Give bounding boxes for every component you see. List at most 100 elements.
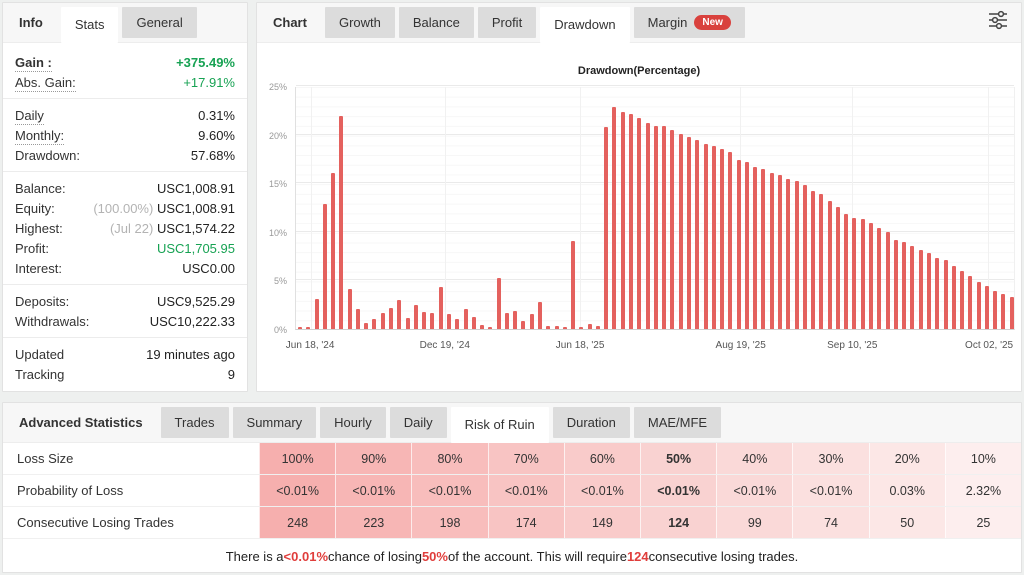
summary-highlight: 124 (626, 548, 649, 564)
summary-text: of the account. This will require (447, 548, 627, 564)
stat-row-interest: Interest: USC0.00 (3, 258, 247, 278)
x-axis-label: Jun 18, '25 (555, 340, 605, 351)
new-badge: New (694, 15, 731, 30)
stat-label-text: Deposits: (15, 293, 70, 309)
chart-tab-chart[interactable]: Chart (259, 7, 321, 38)
y-axis-label: 25% (268, 82, 287, 92)
bottom-tab-duration[interactable]: Duration (552, 407, 630, 438)
drawdown-bar (703, 144, 708, 329)
stat-label-text: Tracking (15, 366, 65, 382)
stat-label: Daily (15, 107, 44, 125)
stat-label-text: Gain : (15, 54, 52, 72)
drawdown-bar (819, 193, 824, 329)
stat-row-abs-gain: Abs. Gain: +17.91% (3, 72, 247, 92)
chart-tab-drawdown[interactable]: Drawdown (540, 7, 630, 42)
stat-row-drawdown: Drawdown: 57.68% (3, 145, 247, 165)
stat-label-text: Daily (15, 107, 44, 125)
stats-list: Gain : +375.49% Abs. Gain: +17.91% Daily 0.31… (3, 43, 247, 393)
drawdown-bar (455, 319, 460, 329)
summary-highlight: 50% (421, 548, 448, 564)
table-cell: 50 (868, 507, 945, 538)
stats-tab-label: General (136, 15, 183, 30)
drawdown-bar (389, 307, 394, 329)
drawdown-bar (347, 289, 352, 329)
drawdown-bar (885, 231, 890, 329)
bottom-tab-trades[interactable]: Trades (160, 407, 229, 438)
drawdown-bar (562, 327, 567, 329)
drawdown-bar (504, 313, 509, 329)
advanced-statistics-title: Advanced Statistics (19, 415, 143, 430)
table-cell: 30% (792, 443, 869, 474)
drawdown-bar (355, 308, 360, 329)
chart-tab-profit[interactable]: Profit (477, 7, 537, 38)
drawdown-bar (446, 314, 451, 329)
chart-tab-growth[interactable]: Growth (324, 7, 395, 38)
chart-panel: Chart Growth Balance Profit Drawdown Margin Ne… (256, 2, 1022, 392)
stat-group: Gain : +375.49% Abs. Gain: +17.91% (3, 46, 247, 98)
bottom-tab-label: Risk of Ruin (464, 417, 535, 432)
drawdown-bar (322, 203, 327, 329)
chart-tab-balance[interactable]: Balance (398, 7, 474, 38)
chart-tab-margin[interactable]: Margin New (633, 7, 745, 38)
stat-label: Interest: (15, 261, 62, 276)
stat-label: Abs. Gain: (15, 74, 76, 92)
bottom-tab-summary[interactable]: Summary (232, 407, 317, 438)
bottom-tab-daily[interactable]: Daily (389, 407, 447, 438)
table-cell: 100% (259, 443, 336, 474)
stats-tab-info[interactable]: Info (5, 7, 57, 38)
stat-label: Drawdown: (15, 148, 80, 163)
stat-value-text: USC1,705.95 (156, 240, 235, 256)
chart-tab-label: Profit (491, 15, 523, 30)
stat-label-text: Profit: (15, 240, 49, 256)
drawdown-bar (331, 172, 336, 329)
drawdown-bar (744, 161, 749, 329)
summary-highlight: <0.01% (283, 548, 328, 564)
drawdown-bar (960, 270, 965, 329)
table-cell: 80% (411, 443, 488, 474)
table-cell: 70% (487, 443, 564, 474)
y-axis-label: 5% (273, 276, 287, 287)
stat-value-text: 9.60% (198, 127, 235, 143)
bottom-tab-hourly[interactable]: Hourly (320, 407, 386, 438)
drawdown-bar (397, 299, 402, 329)
drawdown-bar (835, 206, 840, 329)
table-cell: 124 (640, 507, 717, 538)
drawdown-bar (413, 304, 418, 329)
stat-label-text: Equity: (15, 200, 55, 216)
chart-title: Drawdown(Percentage) (577, 65, 701, 77)
stat-row-balance: Balance: USC1,008.91 (3, 178, 247, 198)
bottom-tab-mae-mfe[interactable]: MAE/MFE (633, 407, 722, 438)
summary-text: consecutive losing trades. (648, 548, 799, 564)
table-cell: <0.01% (792, 475, 869, 506)
bottom-tab-label: Duration (566, 415, 616, 430)
bottom-tab-risk-of-ruin[interactable]: Risk of Ruin (450, 407, 549, 442)
table-row-consecutive-losing-trades: Consecutive Losing Trades 248 223 198 174 149… (3, 507, 1022, 539)
stats-tab-stats[interactable]: Stats (60, 7, 119, 42)
stat-value-text: USC9,525.29 (156, 293, 235, 309)
stat-value-text: USC1,008.91 (156, 180, 235, 196)
drawdown-bar (662, 125, 667, 329)
drawdown-bar (720, 149, 725, 329)
drawdown-bar (728, 152, 733, 329)
table-cell: <0.01% (259, 475, 336, 506)
row-label: Probability of Loss (17, 483, 124, 498)
chart-settings-button[interactable] (987, 10, 1009, 35)
stats-tab-general[interactable]: General (122, 7, 197, 38)
table-cell: <0.01% (411, 475, 488, 506)
table-cell: 174 (487, 507, 564, 538)
stat-label: Updated (15, 347, 64, 362)
drawdown-bar (513, 310, 518, 329)
advanced-statistics-tabbar: Advanced Statistics Trades Summary Hourly Da… (3, 403, 1021, 443)
table-cell: 248 (259, 507, 336, 538)
stat-value-text: USC0.00 (182, 260, 235, 276)
table-cell: 40% (716, 443, 793, 474)
y-axis-label: 20% (268, 130, 287, 141)
drawdown-bar (405, 318, 410, 329)
stat-label: Equity: (15, 201, 55, 216)
stat-label-text: Balance: (15, 180, 66, 196)
drawdown-bar (769, 172, 774, 329)
drawdown-bar (612, 107, 617, 329)
x-axis-label: Oct 02, '25 (965, 340, 1014, 351)
drawdown-bar (538, 301, 542, 329)
table-cell: <0.01% (487, 475, 564, 506)
